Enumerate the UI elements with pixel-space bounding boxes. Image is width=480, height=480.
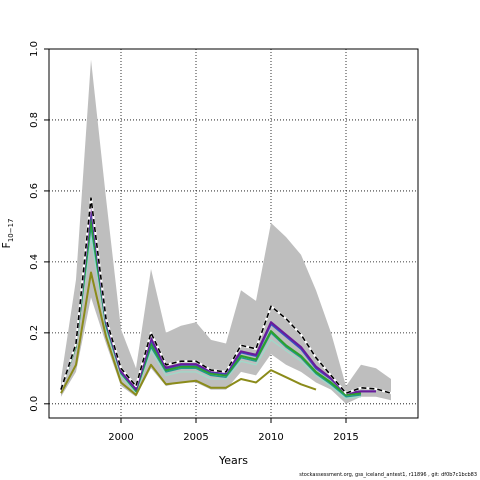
y-tick-label: 0.6 [29,183,40,199]
y-tick-label: 0.8 [29,112,40,128]
y-tick-label: 0.4 [29,254,40,270]
x-axis-title: Years [218,454,248,467]
series-line-6 [60,271,317,396]
series-line-1 [60,236,362,400]
plot-frame [48,48,419,419]
y-tick-label: 1.0 [29,41,40,57]
x-tick-label: 2010 [258,432,283,443]
y-axis-title: F10−17 [0,218,15,248]
series-lines [59,196,392,400]
y-axis-title-main: F [0,242,13,248]
x-tick-label: 2015 [333,432,358,443]
footer-credit: stockassessment.org, gss_iceland_antest1… [299,472,477,478]
x-tick-label: 2005 [183,432,208,443]
y-axis-title-subscript: 10−17 [7,218,15,242]
series-line-7 [60,197,392,395]
y-tick-label: 0.0 [29,396,40,412]
y-tick-label: 0.2 [29,325,40,341]
confidence-band [61,59,391,404]
y-axis: 0.0 0.2 0.4 0.6 0.8 1.0 [29,41,49,412]
confidence-band-area [61,59,391,404]
x-tick-label: 2000 [108,432,133,443]
x-axis: 2000 2005 2010 2015 [108,418,359,443]
